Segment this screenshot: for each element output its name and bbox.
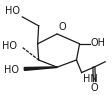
Text: HN: HN bbox=[82, 74, 97, 84]
Text: HO: HO bbox=[4, 65, 19, 75]
Text: O: O bbox=[58, 22, 66, 32]
Text: OH: OH bbox=[90, 38, 105, 48]
Text: HO: HO bbox=[5, 6, 20, 16]
Text: HO: HO bbox=[2, 41, 16, 51]
Text: O: O bbox=[90, 83, 97, 93]
Polygon shape bbox=[24, 67, 57, 70]
